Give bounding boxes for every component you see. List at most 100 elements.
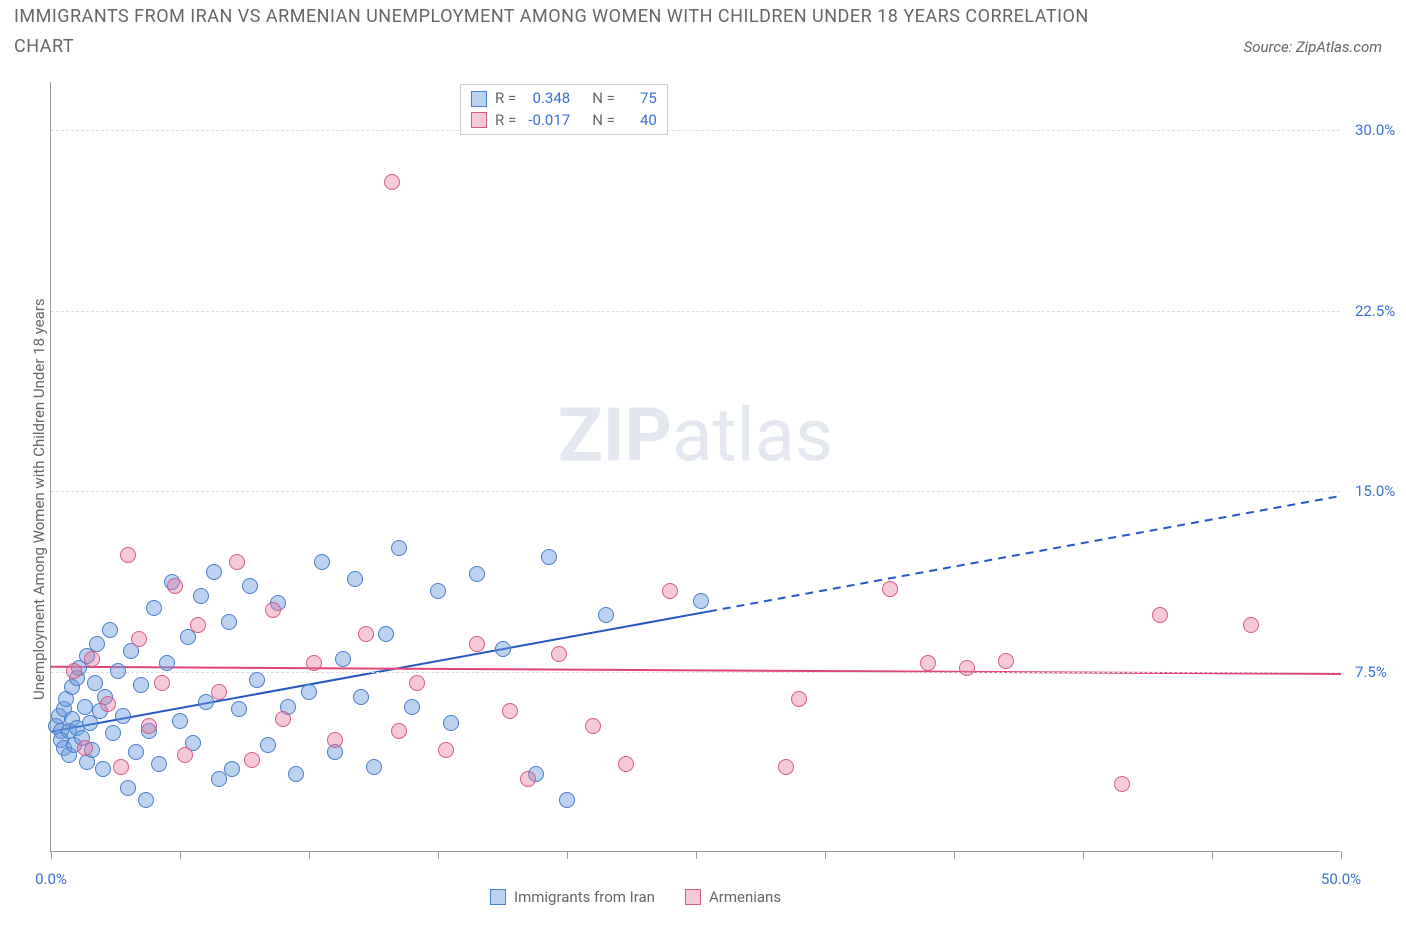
trend-line-solid [51, 667, 1341, 674]
data-point [265, 602, 281, 618]
data-point [1114, 776, 1130, 792]
data-point [190, 617, 206, 633]
data-point [224, 761, 240, 777]
x-tick-label: 0.0% [35, 870, 67, 888]
legend-series-item: Armenians [685, 888, 781, 906]
data-point [128, 744, 144, 760]
data-point [110, 663, 126, 679]
chart-container: IMMIGRANTS FROM IRAN VS ARMENIAN UNEMPLO… [0, 0, 1406, 930]
data-point [335, 651, 351, 667]
data-point [113, 759, 129, 775]
data-point [662, 583, 678, 599]
data-point [391, 540, 407, 556]
data-point [193, 588, 209, 604]
legend-series-label: Immigrants from Iran [514, 888, 655, 906]
data-point [146, 600, 162, 616]
y-tick-label: 30.0% [1355, 121, 1395, 139]
data-point [100, 696, 116, 712]
data-point [115, 708, 131, 724]
x-tick [567, 851, 568, 859]
x-tick [51, 851, 52, 859]
data-point [541, 549, 557, 565]
data-point [151, 756, 167, 772]
y-tick-label: 22.5% [1355, 302, 1395, 320]
data-point [1152, 607, 1168, 623]
watermark-bold: ZIP [558, 392, 672, 479]
x-tick [309, 851, 310, 859]
legend-swatch [685, 889, 701, 905]
data-point [404, 699, 420, 715]
data-point [172, 713, 188, 729]
source-prefix: Source: [1244, 38, 1296, 56]
data-point [618, 756, 634, 772]
data-point [95, 761, 111, 777]
x-tick [696, 851, 697, 859]
gridline-h [51, 311, 1340, 312]
data-point [120, 780, 136, 796]
source-name: ZipAtlas.com [1296, 38, 1382, 56]
data-point [353, 689, 369, 705]
data-point [249, 672, 265, 688]
data-point [120, 547, 136, 563]
data-point [138, 792, 154, 808]
data-point [469, 636, 485, 652]
x-tick [825, 851, 826, 859]
data-point [998, 653, 1014, 669]
data-point [438, 742, 454, 758]
data-point [154, 675, 170, 691]
x-tick [438, 851, 439, 859]
y-tick-label: 15.0% [1355, 482, 1395, 500]
trend-line-dashed [709, 496, 1341, 612]
data-point [559, 792, 575, 808]
x-tick [1083, 851, 1084, 859]
legend-series-item: Immigrants from Iran [490, 888, 655, 906]
data-point [314, 554, 330, 570]
series-legend: Immigrants from Iran Armenians [490, 888, 781, 906]
trend-lines-layer [51, 82, 1341, 852]
x-tick [954, 851, 955, 859]
legend-correlation-row: R = -0.017N = 40 [471, 111, 657, 131]
y-tick-label: 7.5% [1355, 663, 1387, 681]
data-point [502, 703, 518, 719]
data-point [778, 759, 794, 775]
legend-swatch [471, 112, 487, 128]
data-point [327, 732, 343, 748]
data-point [66, 663, 82, 679]
data-point [105, 725, 121, 741]
gridline-h [51, 672, 1340, 673]
data-point [102, 622, 118, 638]
data-point [141, 718, 157, 734]
data-point [585, 718, 601, 734]
x-tick-label: 50.0% [1321, 870, 1361, 888]
data-point [520, 771, 536, 787]
watermark-rest: atlas [672, 392, 833, 479]
chart-title-line1: IMMIGRANTS FROM IRAN VS ARMENIAN UNEMPLO… [14, 6, 1089, 27]
data-point [791, 691, 807, 707]
data-point [260, 737, 276, 753]
data-point [347, 571, 363, 587]
data-point [366, 759, 382, 775]
data-point [275, 711, 291, 727]
data-point [469, 566, 485, 582]
data-point [244, 752, 260, 768]
legend-swatch [490, 889, 506, 905]
data-point [133, 677, 149, 693]
data-point [229, 554, 245, 570]
data-point [409, 675, 425, 691]
watermark: ZIPatlas [558, 392, 833, 479]
y-axis-label: Unemployment Among Women with Children U… [30, 298, 48, 700]
data-point [882, 581, 898, 597]
data-point [231, 701, 247, 717]
data-point [301, 684, 317, 700]
data-point [306, 655, 322, 671]
data-point [167, 578, 183, 594]
data-point [598, 607, 614, 623]
data-point [177, 747, 193, 763]
data-point [920, 655, 936, 671]
gridline-h [51, 491, 1340, 492]
legend-swatch [471, 91, 487, 107]
data-point [131, 631, 147, 647]
data-point [384, 174, 400, 190]
x-tick [1212, 851, 1213, 859]
data-point [358, 626, 374, 642]
